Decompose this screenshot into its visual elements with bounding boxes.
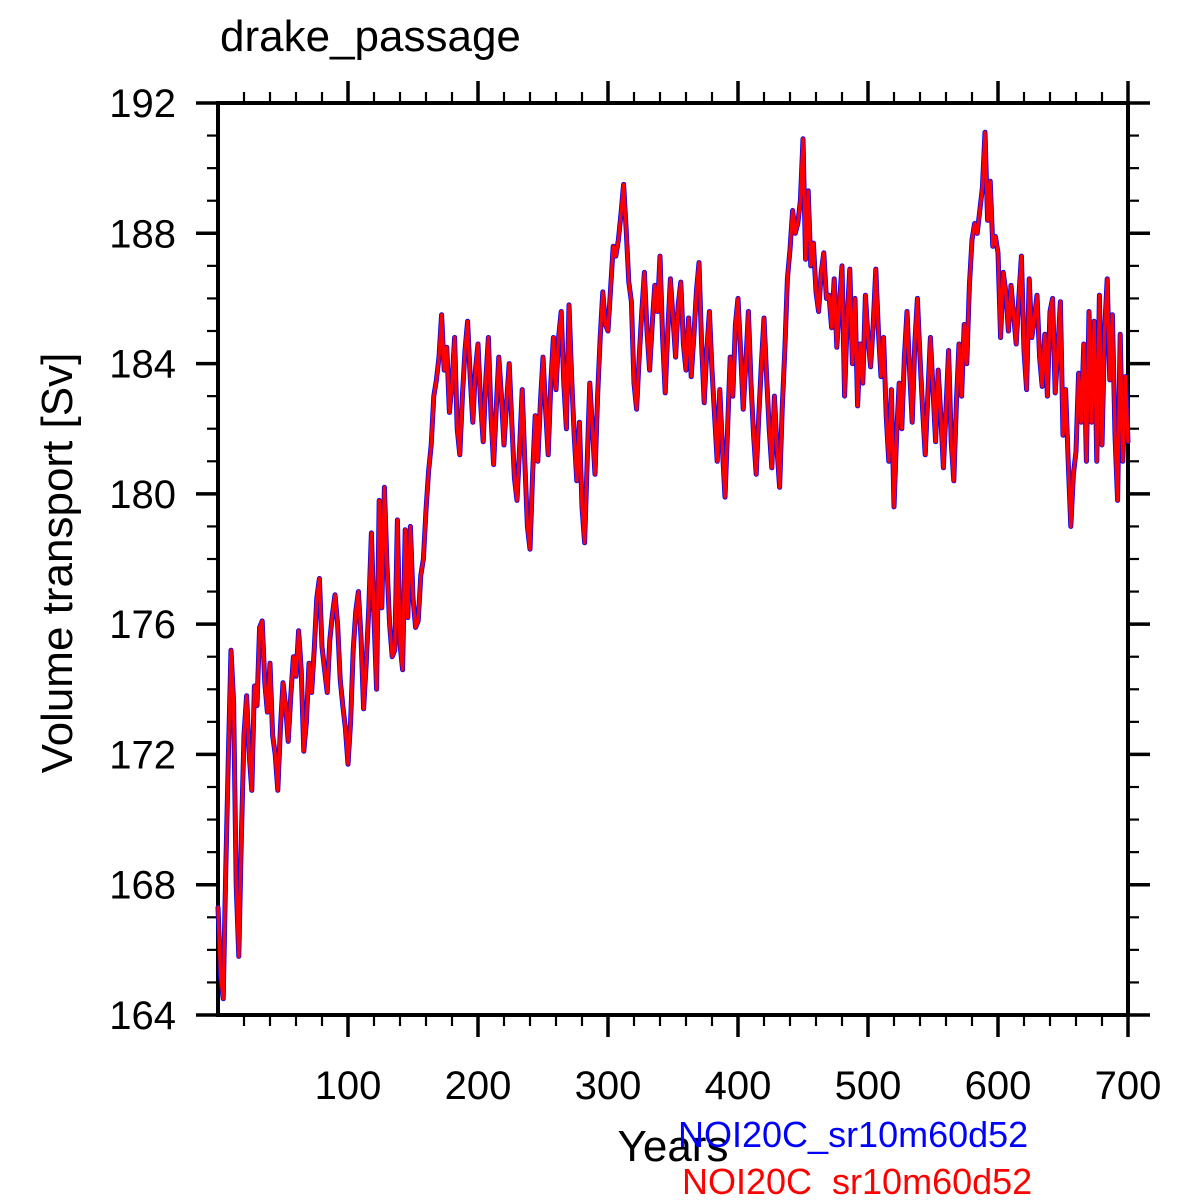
- x-tick-label: 700: [1095, 1064, 1162, 1108]
- x-tick-label: 100: [315, 1064, 382, 1108]
- legend-entry-red: NOI20C sr10m60d52: [682, 1161, 1033, 1202]
- x-axis-label: Years: [617, 1122, 729, 1171]
- y-tick-label: 188: [109, 212, 176, 256]
- x-tick-label: 600: [965, 1064, 1032, 1108]
- y-tick-label: 184: [109, 343, 176, 387]
- x-tick-label: 300: [575, 1064, 642, 1108]
- legend-entry-blue: NOI20C_sr10m60d52: [678, 1114, 1029, 1155]
- y-tick-label: 192: [109, 82, 176, 126]
- chart-title: drake_passage: [220, 12, 521, 61]
- x-tick-label: 500: [835, 1064, 902, 1108]
- y-tick-label: 164: [109, 994, 176, 1038]
- y-axis-label: Volume transport [Sv]: [33, 352, 82, 774]
- x-tick-label: 200: [445, 1064, 512, 1108]
- blue-series-underlay-line: [215, 129, 1131, 1002]
- plot-frame: [216, 101, 1130, 1017]
- y-tick-label: 180: [109, 473, 176, 517]
- y-tick-label: 172: [109, 733, 176, 777]
- y-tick-label: 168: [109, 864, 176, 908]
- y-tick-label: 176: [109, 603, 176, 647]
- red-series-line: [216, 130, 1130, 1001]
- x-tick-label: 400: [705, 1064, 772, 1108]
